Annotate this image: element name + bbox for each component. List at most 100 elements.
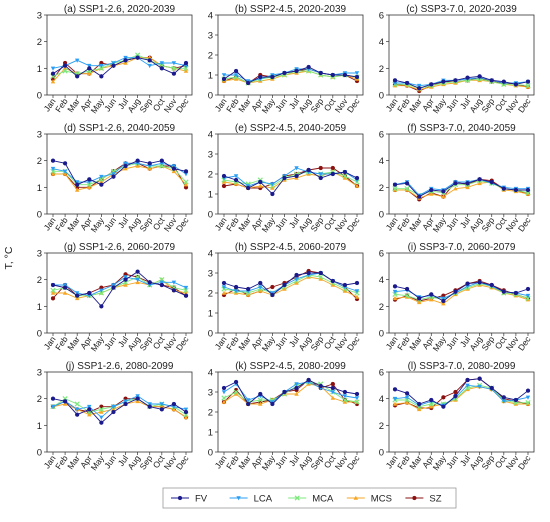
data-point: [233, 68, 239, 74]
data-point: [525, 286, 531, 292]
data-point: [183, 287, 189, 293]
panel-title: (a) SSP1-2.6, 2020-2039: [64, 4, 176, 15]
data-point: [50, 296, 56, 301]
data-point: [221, 395, 227, 401]
data-point: [525, 395, 531, 400]
series-fv: [221, 64, 360, 86]
data-point: [354, 396, 360, 401]
data-point: [330, 171, 335, 177]
data-point: [183, 63, 189, 69]
legend-marker: [353, 495, 358, 500]
data-point: [465, 184, 470, 190]
x-tick-label: Dec: [516, 334, 533, 353]
data-point: [246, 401, 251, 407]
data-point: [221, 76, 227, 82]
data-point: [392, 401, 398, 406]
data-point: [50, 171, 56, 176]
data-point: [99, 409, 104, 414]
panel-12: (l) SSP3-7.0, 2080-20990246JanFebMarAprM…: [379, 361, 535, 472]
y-tick-label: 1: [37, 183, 42, 194]
data-point: [183, 169, 189, 174]
data-point: [233, 389, 239, 395]
data-point: [123, 161, 128, 166]
panel-title: (c) SSP3-7.0, 2020-2039: [406, 4, 517, 15]
series-line: [52, 160, 187, 186]
legend-entry-sz: SZ: [405, 494, 442, 505]
data-point: [354, 71, 360, 76]
series-line: [395, 384, 528, 408]
data-point: [330, 395, 336, 400]
data-point: [441, 395, 446, 400]
y-tick-label: 1: [208, 309, 213, 320]
data-point: [171, 168, 177, 174]
data-point: [86, 182, 92, 188]
data-point: [159, 407, 164, 412]
y-tick-label: 0: [379, 448, 384, 459]
data-point: [270, 185, 275, 190]
legend-label: MCS: [371, 494, 392, 505]
data-point: [183, 293, 189, 298]
data-point: [354, 294, 360, 299]
y-tick-label: 4: [208, 11, 213, 22]
y-tick-label: 2: [37, 394, 42, 405]
data-point: [453, 186, 458, 191]
legend-entry-fv: FV: [171, 494, 208, 505]
legend-entry-lca: LCA: [229, 494, 273, 505]
data-point: [99, 179, 104, 184]
y-tick-label: 0: [379, 329, 384, 340]
series-line: [223, 171, 358, 187]
y-tick-label: 6: [379, 11, 384, 22]
y-tick-label: 2: [379, 183, 384, 194]
data-point: [465, 284, 470, 289]
plot-area: [46, 14, 193, 96]
y-tick-label: 0: [37, 91, 42, 102]
data-point: [87, 290, 92, 296]
data-point: [258, 391, 263, 397]
y-tick-label: 0: [37, 210, 42, 221]
y-axis-label: T, °C: [3, 246, 15, 269]
data-point: [233, 284, 239, 290]
data-point: [404, 187, 410, 192]
y-tick-label: 2: [379, 421, 384, 432]
data-point: [258, 74, 263, 80]
data-point: [501, 79, 506, 84]
data-point: [135, 396, 140, 401]
data-point: [123, 399, 128, 404]
data-point: [441, 301, 446, 306]
data-point: [171, 288, 177, 293]
data-point: [87, 63, 92, 69]
data-point: [111, 409, 116, 415]
x-tick-label: Dec: [345, 453, 362, 472]
data-point: [123, 401, 128, 407]
data-point: [392, 78, 398, 83]
data-point: [183, 290, 189, 295]
data-point: [477, 74, 482, 79]
data-point: [233, 73, 239, 78]
data-point: [392, 295, 398, 301]
data-point: [441, 79, 446, 84]
data-point: [74, 180, 80, 185]
x-tick-label: Dec: [516, 453, 533, 472]
series-line: [394, 178, 528, 196]
data-point: [392, 396, 398, 402]
panel-2: (b) SSP2-4.5, 2020-203901234JanFebMarApr…: [208, 4, 364, 115]
x-tick-label: Dec: [345, 215, 362, 234]
data-point: [513, 401, 519, 406]
panel-5: (e) SSP2-4.5, 2040-205901234JanFebMarApr…: [208, 123, 364, 234]
data-point: [525, 295, 531, 301]
y-tick-label: 3: [37, 368, 42, 379]
data-point: [416, 406, 422, 412]
data-point: [87, 404, 92, 410]
data-point: [465, 75, 470, 80]
y-tick-label: 1: [37, 302, 42, 313]
plot-area: [217, 14, 364, 96]
data-point: [233, 289, 239, 294]
data-point: [294, 382, 299, 387]
data-point: [111, 172, 116, 177]
panel-title: (e) SSP2-4.5, 2040-2059: [235, 123, 347, 134]
series-fv: [392, 280, 531, 304]
data-point: [392, 289, 398, 295]
data-point: [123, 275, 128, 280]
